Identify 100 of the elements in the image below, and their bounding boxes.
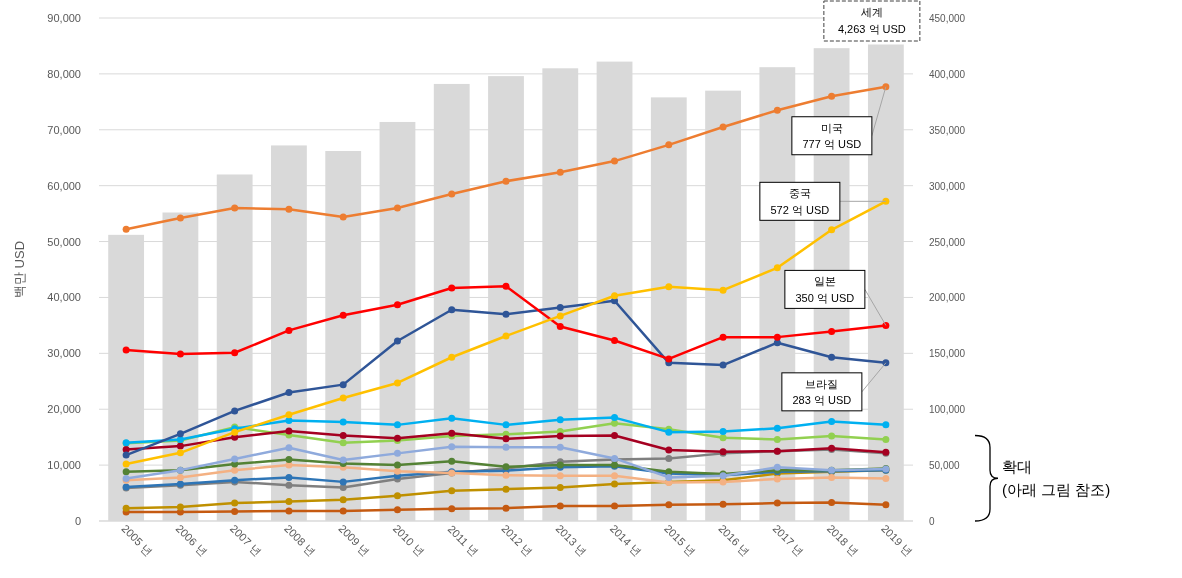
y2-tick-label: 200,000 (929, 292, 966, 304)
point (502, 485, 510, 493)
point (611, 431, 619, 439)
point (393, 449, 401, 457)
point (285, 388, 293, 396)
point (448, 353, 456, 361)
point (231, 508, 239, 515)
point (448, 414, 456, 422)
point (393, 506, 401, 514)
annotation: 일본 350 억 USD (795, 275, 855, 304)
point (719, 428, 727, 436)
point (122, 460, 130, 468)
point (339, 394, 347, 402)
point (882, 421, 890, 429)
point (611, 419, 619, 427)
point (176, 442, 184, 450)
y2-tick-label: 300,000 (929, 180, 966, 192)
point (719, 333, 727, 341)
y-tick-label: 20,000 (47, 403, 81, 416)
y2-tick-label: 150,000 (929, 348, 966, 360)
point (285, 205, 293, 213)
point (828, 328, 836, 336)
point (339, 478, 347, 486)
y-tick-label: 90,000 (47, 12, 81, 24)
point (122, 225, 130, 233)
point (393, 379, 401, 387)
point (502, 421, 510, 429)
point (828, 353, 836, 361)
y-tick-label: 50,000 (47, 235, 81, 248)
point (339, 431, 347, 439)
point (231, 407, 239, 415)
point (122, 504, 130, 512)
point (393, 421, 401, 429)
point (285, 416, 293, 424)
point (448, 306, 456, 314)
point (502, 310, 510, 318)
point (393, 337, 401, 345)
point (231, 455, 239, 463)
point (556, 432, 564, 440)
point (556, 443, 564, 451)
point (502, 443, 510, 451)
point (285, 444, 293, 452)
y-tick-label: 60,000 (47, 179, 81, 192)
point (556, 502, 564, 510)
text: 확대 (아래 그림 참조) (1002, 458, 1111, 498)
point (176, 503, 184, 511)
point (611, 414, 619, 422)
point (122, 451, 130, 459)
point (556, 304, 564, 311)
point (556, 472, 564, 480)
point (176, 473, 184, 481)
point (611, 472, 619, 480)
point (502, 504, 510, 512)
point (502, 471, 510, 479)
point (285, 411, 293, 419)
point (231, 499, 239, 507)
point (665, 283, 673, 291)
point (285, 326, 293, 334)
point (611, 157, 619, 165)
annotation: 세계 4,263 억 USD (837, 6, 906, 35)
annotation: 브라질 283 억 USD (792, 377, 852, 407)
y2-tick-label: 250,000 (929, 236, 966, 248)
point (502, 435, 510, 443)
y-tick-label: 0 (74, 515, 81, 527)
point (719, 361, 727, 369)
point (176, 214, 184, 222)
point (556, 323, 564, 331)
point (339, 507, 347, 515)
y2-tick-label: 400,000 (929, 68, 966, 80)
point (339, 439, 347, 447)
point (611, 336, 619, 344)
point (719, 500, 727, 508)
point (665, 446, 673, 454)
point (773, 424, 781, 432)
point (393, 301, 401, 309)
point (285, 497, 293, 505)
point (828, 226, 836, 234)
point (176, 350, 184, 358)
point (285, 473, 293, 481)
y-tick-label: 40,000 (47, 291, 81, 304)
y-axis-title: 백만 USD (12, 240, 27, 299)
point (828, 499, 836, 507)
point (719, 286, 727, 294)
point (828, 432, 836, 440)
point (285, 456, 293, 464)
annotation: 중국 572 억 USD (770, 187, 830, 216)
point (502, 332, 510, 340)
point (122, 445, 130, 453)
point (611, 480, 619, 488)
point (665, 355, 673, 363)
point (448, 443, 456, 451)
point (339, 311, 347, 319)
point (448, 457, 456, 465)
y2-tick-label: 50,000 (929, 460, 961, 472)
point (393, 204, 401, 212)
point (502, 177, 510, 185)
point (882, 359, 890, 367)
annotation: 미국 777 억 USD (802, 121, 862, 151)
point (773, 264, 781, 272)
point (611, 502, 619, 510)
